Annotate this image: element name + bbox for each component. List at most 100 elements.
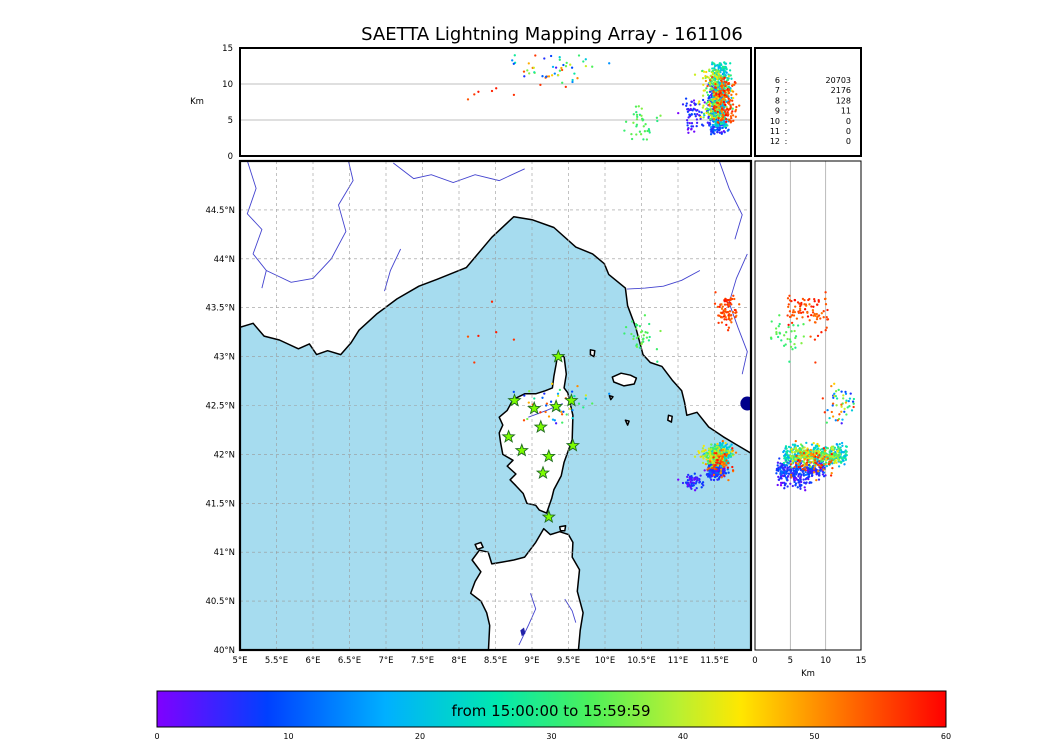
lightning-point	[709, 133, 713, 136]
lightning-point	[830, 410, 833, 414]
lightning-point	[691, 484, 694, 487]
lightning-point	[646, 129, 649, 133]
lightning-point	[705, 102, 708, 105]
lightning-point	[821, 473, 825, 476]
lightning-point	[794, 305, 797, 308]
lat-tick-label: 44.5°N	[205, 206, 235, 216]
lightning-point	[733, 308, 737, 312]
lon-tick-label: 8.5°E	[484, 656, 507, 666]
lightning-point	[528, 72, 531, 75]
stats-row-value: 11	[841, 107, 851, 116]
lightning-point	[648, 129, 651, 133]
lightning-point	[677, 111, 680, 115]
station-star	[501, 429, 516, 443]
lightning-point	[724, 315, 727, 319]
lightning-point	[785, 478, 788, 481]
lightning-point	[787, 445, 791, 449]
lightning-point	[728, 69, 732, 72]
lightning-point	[819, 448, 822, 451]
lightning-point	[723, 312, 726, 316]
lightning-point	[723, 95, 727, 99]
lightning-point	[636, 115, 639, 119]
alt-tick-label-right: 10	[820, 656, 831, 666]
lightning-point	[720, 110, 724, 114]
stats-row-value: 0	[846, 117, 851, 126]
lightning-point	[734, 110, 737, 113]
lightning-point	[791, 314, 794, 317]
lightning-point	[473, 361, 476, 364]
lightning-point	[693, 489, 697, 492]
lon-tick-label: 8°E	[451, 656, 466, 666]
lightning-point	[790, 469, 793, 472]
lightning-point	[724, 91, 727, 94]
lightning-point	[824, 459, 828, 462]
lightning-point	[706, 93, 710, 97]
lightning-point	[694, 115, 697, 118]
time-tick-label: 0	[154, 732, 159, 741]
lightning-point	[735, 93, 738, 96]
lightning-point	[723, 80, 726, 83]
lightning-point	[826, 408, 829, 412]
lightning-point	[681, 103, 685, 106]
lightning-point	[826, 447, 830, 450]
lightning-point	[809, 471, 812, 475]
lightning-point	[717, 88, 720, 91]
lightning-point	[793, 329, 796, 333]
lightning-point	[473, 93, 476, 96]
lightning-point	[704, 108, 707, 111]
lightning-point	[793, 310, 797, 314]
lightning-point	[822, 447, 826, 450]
lightning-point	[730, 303, 733, 306]
lightning-point	[720, 107, 724, 111]
lightning-point	[816, 442, 819, 446]
alt-tick-label-top: 5	[228, 116, 233, 126]
lightning-point	[820, 312, 823, 315]
lightning-point	[643, 314, 647, 317]
coastline-sardinia	[469, 527, 584, 650]
lightning-point	[828, 457, 832, 461]
coastline-asinara	[474, 541, 484, 551]
lightning-point	[495, 331, 498, 334]
lightning-point	[717, 445, 720, 448]
lightning-point	[828, 416, 831, 420]
lightning-point	[690, 479, 694, 482]
lightning-point	[715, 75, 718, 78]
lightning-point	[550, 74, 554, 77]
lightning-point	[659, 114, 662, 117]
lightning-point	[801, 311, 805, 314]
lightning-point	[561, 81, 564, 84]
lightning-point	[794, 461, 798, 465]
lightning-point	[712, 456, 715, 459]
lightning-point	[713, 132, 716, 135]
lightning-point	[810, 443, 814, 446]
lightning-point	[495, 87, 498, 90]
lightning-point	[815, 452, 818, 455]
lightning-point	[577, 54, 581, 57]
lightning-point	[838, 413, 841, 416]
alt-tick-label-right: 0	[752, 656, 757, 666]
lightning-point	[787, 323, 790, 327]
lightning-point	[725, 120, 728, 123]
stats-row: 11: 0	[770, 127, 851, 136]
lightning-point	[819, 457, 822, 460]
lightning-point	[840, 390, 843, 393]
station-star	[551, 349, 566, 363]
lightning-point	[806, 447, 809, 450]
lightning-point	[840, 410, 843, 413]
lightning-point	[731, 449, 735, 452]
lon-tick-label: 10.5°E	[627, 656, 656, 666]
lightning-point	[821, 464, 824, 467]
lightning-point	[842, 397, 845, 400]
lightning-point	[708, 102, 712, 105]
lightning-point	[844, 401, 848, 404]
lightning-point	[809, 335, 812, 338]
lightning-point	[786, 314, 789, 317]
lightning-point	[788, 338, 792, 341]
lightning-point	[786, 297, 790, 300]
lightning-point	[635, 345, 639, 349]
lightning-point	[718, 81, 721, 84]
lightning-point	[779, 477, 782, 480]
lightning-point	[722, 124, 725, 127]
lightning-point	[791, 348, 794, 351]
lightning-point	[803, 303, 806, 306]
